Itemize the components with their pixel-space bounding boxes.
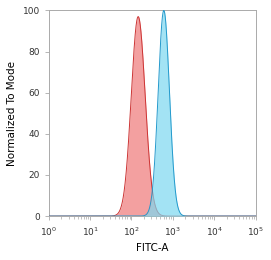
X-axis label: FITC-A: FITC-A: [136, 243, 168, 253]
Y-axis label: Normalized To Mode: Normalized To Mode: [7, 61, 17, 166]
